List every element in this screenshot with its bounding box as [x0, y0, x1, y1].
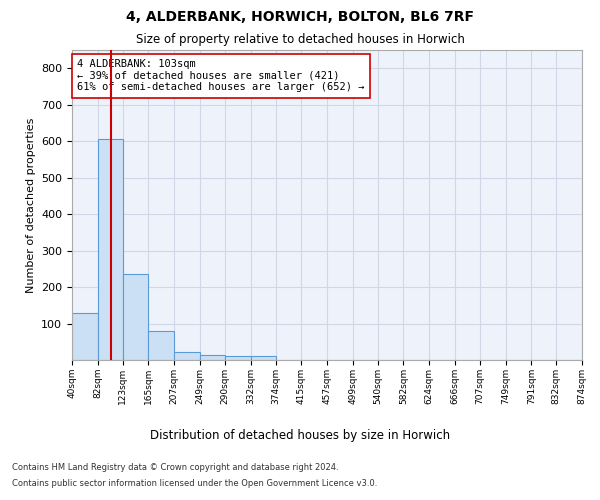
Bar — [123, 274, 148, 360]
Text: Size of property relative to detached houses in Horwich: Size of property relative to detached ho… — [136, 32, 464, 46]
Bar — [174, 352, 200, 360]
Text: 4, ALDERBANK, HORWICH, BOLTON, BL6 7RF: 4, ALDERBANK, HORWICH, BOLTON, BL6 7RF — [126, 10, 474, 24]
Bar — [148, 331, 174, 360]
Y-axis label: Number of detached properties: Number of detached properties — [26, 118, 35, 292]
Text: 4 ALDERBANK: 103sqm
← 39% of detached houses are smaller (421)
61% of semi-detac: 4 ALDERBANK: 103sqm ← 39% of detached ho… — [77, 60, 365, 92]
Bar — [251, 356, 276, 360]
Bar — [98, 140, 123, 360]
Text: Contains HM Land Registry data © Crown copyright and database right 2024.: Contains HM Land Registry data © Crown c… — [12, 464, 338, 472]
Text: Distribution of detached houses by size in Horwich: Distribution of detached houses by size … — [150, 428, 450, 442]
Bar — [72, 312, 98, 360]
Text: Contains public sector information licensed under the Open Government Licence v3: Contains public sector information licen… — [12, 478, 377, 488]
Bar — [225, 356, 251, 360]
Bar — [200, 355, 225, 360]
